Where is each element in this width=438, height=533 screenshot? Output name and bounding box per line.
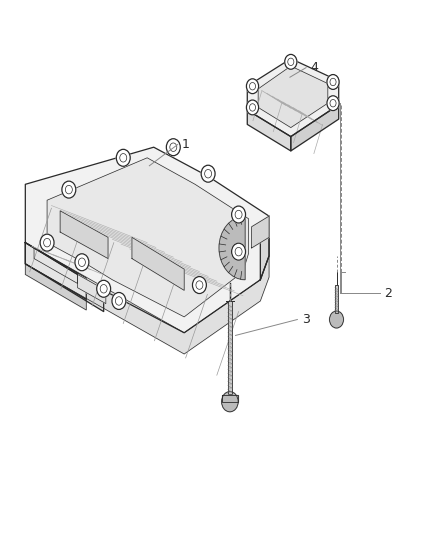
Circle shape: [97, 280, 111, 297]
Text: 1: 1: [182, 138, 190, 151]
Circle shape: [112, 293, 126, 310]
Circle shape: [75, 254, 89, 271]
Bar: [335, 285, 338, 313]
Circle shape: [232, 243, 246, 260]
Polygon shape: [247, 110, 291, 151]
Polygon shape: [25, 147, 269, 333]
Circle shape: [192, 277, 206, 294]
Polygon shape: [25, 243, 104, 312]
Circle shape: [62, 181, 76, 198]
Polygon shape: [258, 66, 328, 127]
Polygon shape: [60, 211, 108, 259]
Circle shape: [201, 165, 215, 182]
Circle shape: [327, 75, 339, 90]
Text: 2: 2: [385, 287, 392, 300]
Polygon shape: [260, 216, 269, 280]
Polygon shape: [252, 216, 269, 248]
Bar: [228, 301, 232, 394]
Polygon shape: [25, 264, 86, 310]
Circle shape: [285, 54, 297, 69]
Polygon shape: [47, 158, 249, 317]
Circle shape: [329, 311, 343, 328]
Polygon shape: [291, 105, 339, 151]
Polygon shape: [25, 243, 269, 354]
Wedge shape: [219, 216, 245, 280]
Polygon shape: [222, 395, 238, 402]
Circle shape: [166, 139, 180, 156]
Polygon shape: [247, 59, 339, 136]
Polygon shape: [25, 243, 86, 300]
Circle shape: [247, 79, 258, 94]
Polygon shape: [78, 274, 106, 304]
Circle shape: [247, 100, 258, 115]
Text: 3: 3: [302, 313, 310, 326]
Circle shape: [40, 234, 54, 251]
Text: 4: 4: [311, 61, 318, 74]
Circle shape: [116, 149, 130, 166]
Circle shape: [327, 96, 339, 111]
Circle shape: [222, 392, 238, 412]
Circle shape: [232, 206, 246, 223]
Polygon shape: [132, 237, 184, 290]
